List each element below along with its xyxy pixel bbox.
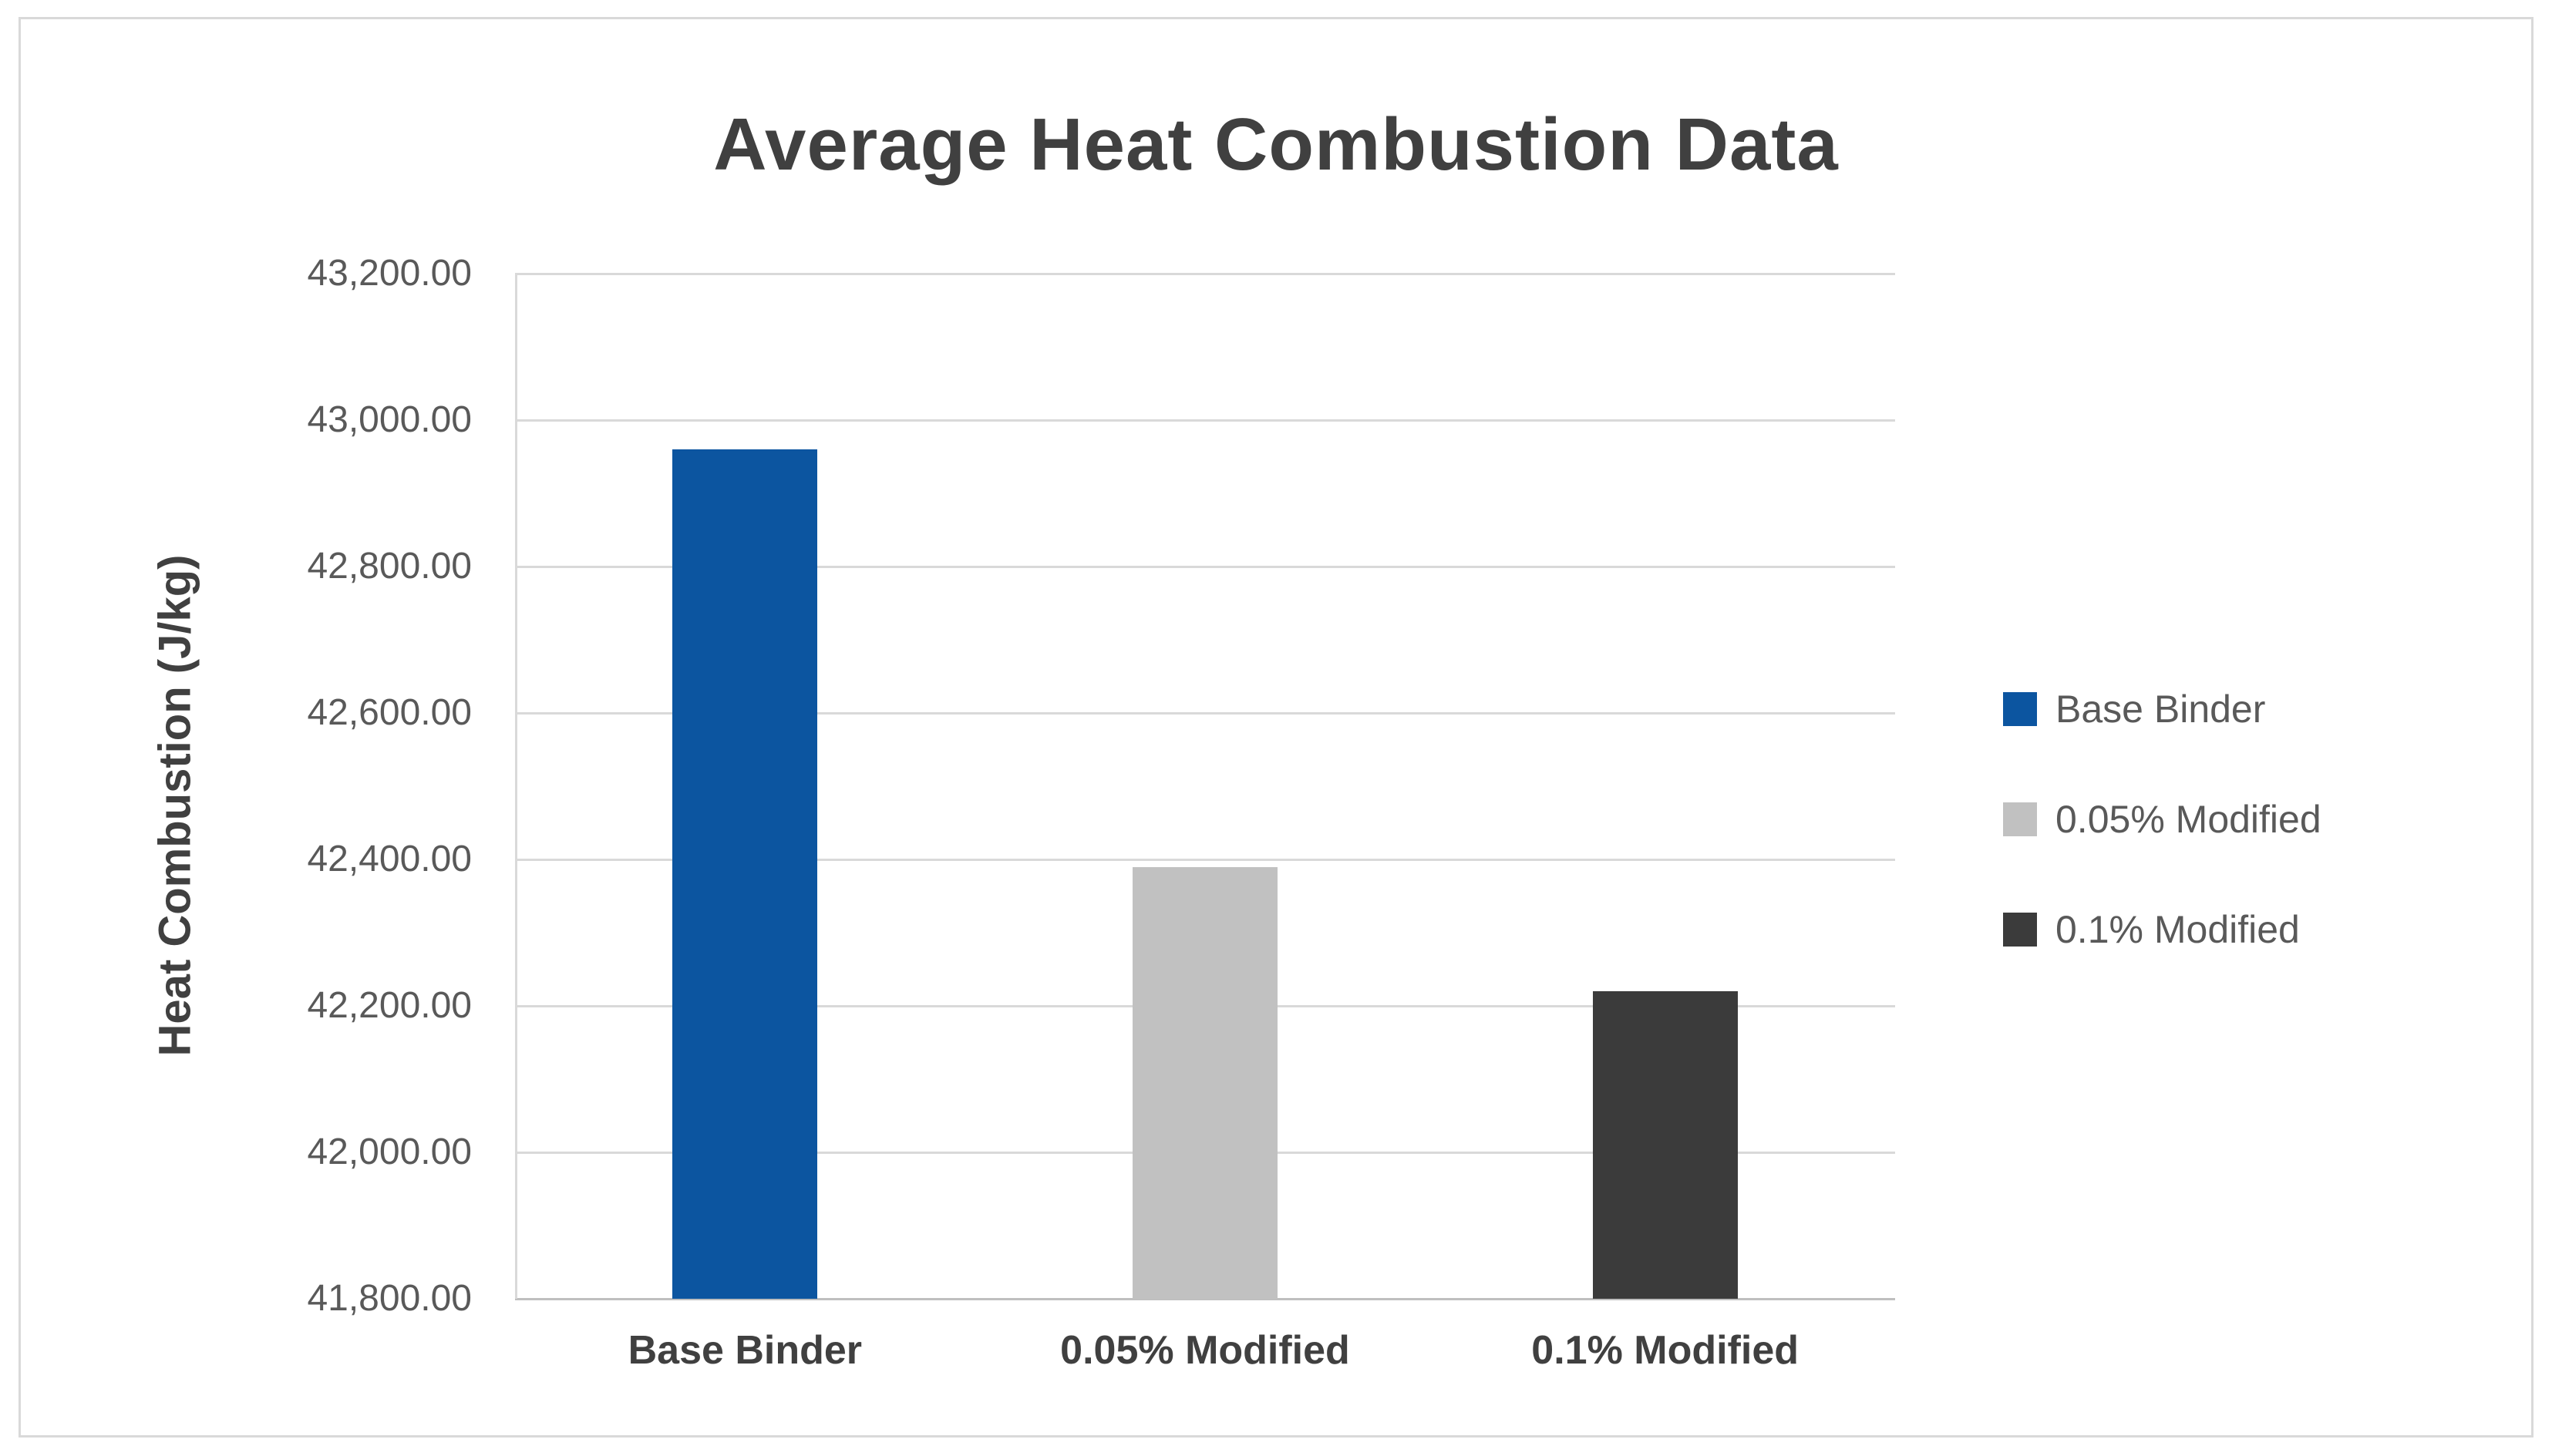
x-category-label: 0.05% Modified: [1060, 1328, 1350, 1373]
chart-title: Average Heat Combustion Data: [713, 103, 1839, 186]
legend-item: 0.1% Modified: [2003, 903, 2300, 957]
legend-item: 0.05% Modified: [2003, 792, 2321, 846]
y-tick-label: 42,600.00: [307, 692, 472, 733]
legend-swatch-icon: [2003, 913, 2037, 947]
legend-swatch-icon: [2003, 692, 2037, 726]
bar-base-binder: [672, 449, 818, 1299]
legend-label: 0.05% Modified: [2055, 798, 2321, 841]
chart-frame: Average Heat Combustion Data Heat Combus…: [19, 17, 2533, 1438]
y-tick-label: 42,200.00: [307, 985, 472, 1026]
y-axis-line: [515, 274, 517, 1299]
y-tick-label: 42,400.00: [307, 839, 472, 879]
y-tick-label: 41,800.00: [307, 1278, 472, 1319]
gridline: [515, 858, 1895, 861]
x-category-label: Base Binder: [628, 1328, 863, 1373]
gridline: [515, 419, 1895, 422]
legend-label: Base Binder: [2055, 688, 2266, 731]
y-tick-label: 42,800.00: [307, 546, 472, 587]
legend-item: Base Binder: [2003, 682, 2265, 736]
y-tick-label: 43,200.00: [307, 253, 472, 294]
y-tick-label: 43,000.00: [307, 399, 472, 440]
bar-0-1-modified: [1592, 991, 1738, 1299]
legend-swatch-icon: [2003, 802, 2037, 836]
x-category-label: 0.1% Modified: [1531, 1328, 1800, 1373]
gridline: [515, 272, 1895, 275]
legend-label: 0.1% Modified: [2055, 908, 2300, 951]
gridline: [515, 711, 1895, 715]
x-axis-line: [515, 1297, 1895, 1300]
plot-area: [515, 272, 1895, 1300]
y-tick-label: 42,000.00: [307, 1132, 472, 1172]
gridline: [515, 565, 1895, 568]
bar-0-05-modified: [1133, 866, 1278, 1299]
